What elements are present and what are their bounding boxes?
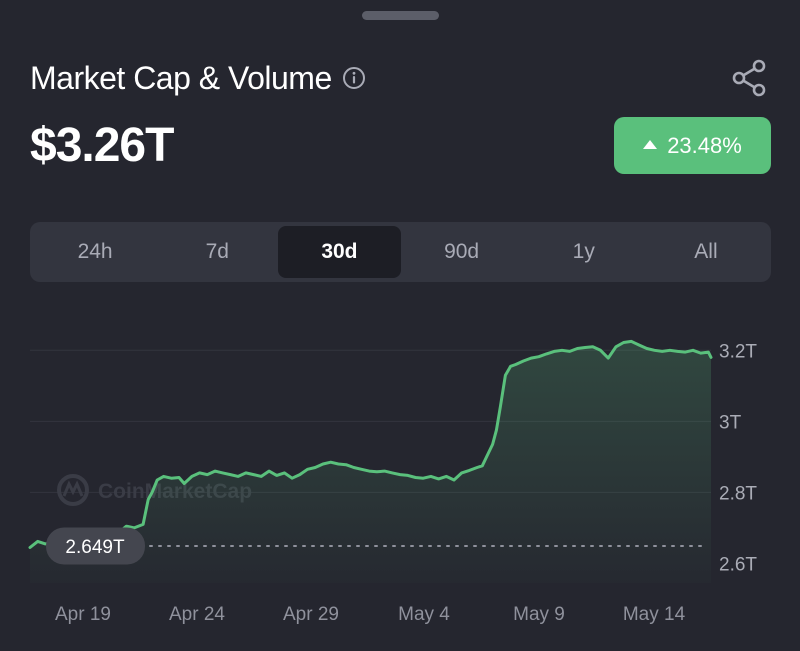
market-cap-value: $3.26T	[30, 119, 174, 172]
x-tick-label: Apr 24	[169, 604, 225, 625]
y-tick-label: 2.8T	[719, 483, 757, 504]
chart-area	[30, 341, 711, 583]
x-tick-label: May 4	[398, 604, 450, 625]
info-icon[interactable]	[342, 66, 366, 90]
tab-all[interactable]: All	[694, 240, 718, 263]
share-icon[interactable]	[727, 56, 771, 100]
x-tick-label: Apr 29	[283, 604, 339, 625]
y-tick-label: 2.6T	[719, 554, 757, 575]
tab-1y[interactable]: 1y	[572, 240, 595, 263]
change-percent: 23.48%	[667, 132, 742, 158]
tab-30d[interactable]: 30d	[278, 226, 401, 278]
tab-7d[interactable]: 7d	[205, 240, 229, 263]
drag-handle[interactable]	[362, 11, 439, 20]
triangle-up-icon	[643, 139, 658, 149]
start-value-pill: 2.649T	[46, 527, 145, 565]
coinmarketcap-logo-icon	[57, 474, 89, 506]
x-tick-label: May 9	[513, 604, 565, 625]
change-badge: 23.48%	[614, 117, 771, 174]
x-tick-label: Apr 19	[55, 604, 111, 625]
title-row: Market Cap & Volume	[30, 58, 366, 98]
y-tick-label: 3T	[719, 412, 742, 433]
x-axis: Apr 19 Apr 24 Apr 29 May 4 May 9 May 14	[55, 604, 686, 625]
y-axis: 2.6T 2.8T 3T 3.2T	[719, 341, 757, 575]
chart-series-line	[28, 339, 713, 549]
tab-24h[interactable]: 24h	[77, 240, 113, 263]
timeframe-tabs: 24h 7d 30d 90d 1y All	[30, 222, 771, 282]
page-title: Market Cap & Volume	[30, 59, 332, 96]
tab-90d[interactable]: 90d	[444, 240, 480, 263]
x-tick-label: May 14	[623, 604, 686, 625]
y-tick-label: 3.2T	[719, 341, 757, 362]
start-value-label: 2.649T	[65, 537, 125, 558]
